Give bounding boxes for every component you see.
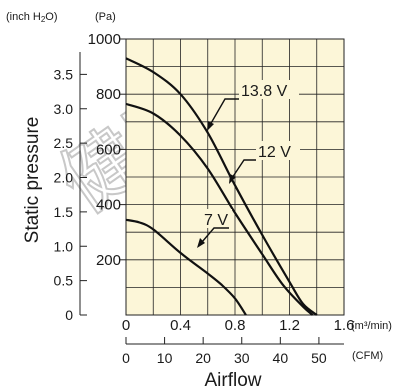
inch-tick-label: 2.0 — [54, 170, 74, 186]
inch-tick-label: 0 — [65, 307, 73, 323]
cfm-axis-ticks: 0 10 20 30 40 50 — [122, 337, 327, 366]
pa-tick-label: 800 — [96, 86, 121, 103]
cfm-tick-label: 40 — [273, 350, 289, 366]
x-axis-ticks: 0 0.4 0.8 1.2 1.6 — [122, 317, 355, 334]
cfm-tick-label: 10 — [157, 350, 173, 366]
series-label-text: 7 V — [204, 212, 228, 229]
series-label-text: 12 V — [258, 144, 291, 161]
unit-pa: (Pa) — [95, 11, 116, 23]
unit-m3: (m³/min) — [351, 320, 392, 332]
inch-tick-label: 3.5 — [54, 66, 74, 82]
y-axis-label: Static pressure — [22, 117, 43, 244]
series-label-text: 13.8 V — [241, 83, 288, 100]
unit-inch: (inch H2O) — [6, 11, 58, 24]
pa-tick-label: 1000 — [88, 31, 121, 48]
cfm-tick-label: 0 — [122, 350, 130, 366]
cfm-tick-label: 50 — [311, 350, 327, 366]
inch-tick-label: 3.0 — [54, 101, 74, 117]
x-tick-label: 0.4 — [170, 317, 191, 334]
pa-tick-label: 400 — [96, 197, 121, 214]
inch-tick-label: 0.5 — [54, 273, 74, 289]
x-axis-label: Airflow — [204, 370, 261, 389]
x-tick-label: 0 — [122, 317, 130, 334]
pa-tick-label: 600 — [96, 141, 121, 158]
pa-tick-label: 200 — [96, 252, 121, 269]
unit-cfm: (CFM) — [352, 350, 383, 362]
cfm-tick-label: 20 — [195, 350, 211, 366]
x-tick-label: 1.2 — [279, 317, 300, 334]
x-tick-label: 0.8 — [225, 317, 246, 334]
inch-tick-label: 1.5 — [54, 204, 74, 220]
inch-tick-label: 1.0 — [54, 238, 74, 254]
cfm-tick-label: 30 — [234, 350, 250, 366]
inch-tick-label: 2.5 — [54, 135, 74, 151]
